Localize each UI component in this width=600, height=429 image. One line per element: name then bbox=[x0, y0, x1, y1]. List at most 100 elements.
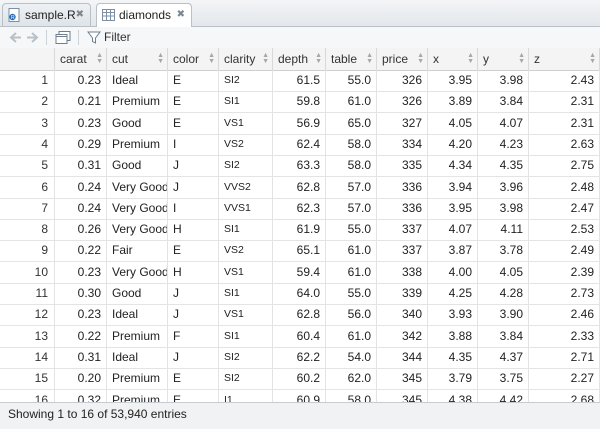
cell-price: 340 bbox=[377, 304, 428, 326]
cell-color: E bbox=[168, 389, 219, 411]
cell-y: 4.23 bbox=[478, 133, 529, 155]
cell-cut: Good bbox=[107, 283, 168, 304]
cell-cut: Very Good bbox=[107, 261, 168, 283]
cell-z: 2.63 bbox=[529, 133, 600, 155]
cell-cut: Very Good bbox=[107, 197, 168, 219]
table-row[interactable]: 15 0.20 Premium E SI2 60.2 62.0 345 3.79 3.75 2.27 bbox=[0, 368, 600, 391]
column-header-cut[interactable]: cut ▲ ▼ bbox=[107, 48, 168, 70]
cell-price: 337 bbox=[377, 219, 428, 241]
filter-icon[interactable] bbox=[87, 30, 101, 45]
sort-icon[interactable]: ▲ ▼ bbox=[417, 52, 424, 65]
cell-z: 2.31 bbox=[529, 91, 600, 113]
cell-x: 3.94 bbox=[428, 176, 478, 198]
cell-color: E bbox=[168, 368, 219, 390]
tab-sample-r[interactable]: R sample.R ✖ bbox=[2, 3, 91, 26]
cell-x: 3.93 bbox=[428, 304, 478, 326]
column-header-label: z bbox=[534, 52, 540, 66]
column-header-y[interactable]: y ▲ ▼ bbox=[478, 48, 529, 70]
sort-icon[interactable]: ▲ ▼ bbox=[589, 52, 596, 65]
column-header-label: cut bbox=[112, 52, 129, 66]
cell-z: 2.47 bbox=[529, 197, 600, 219]
cell-color: E bbox=[168, 112, 219, 134]
cell-cut: Premium bbox=[107, 133, 168, 155]
table-row[interactable]: 3 0.23 Good E VS1 56.9 65.0 327 4.05 4.07 2.31 bbox=[0, 112, 600, 135]
cell-price: 336 bbox=[377, 197, 428, 219]
row-index: 11 bbox=[0, 283, 55, 304]
tab-label: diamonds bbox=[119, 8, 172, 22]
cell-z: 2.43 bbox=[529, 70, 600, 91]
table-row[interactable]: 10 0.23 Very Good H VS1 59.4 61.0 338 4.00 4.05 2.… bbox=[0, 261, 600, 284]
cell-x: 3.88 bbox=[428, 325, 478, 347]
table-row[interactable]: 1 0.23 Ideal E SI2 61.5 55.0 326 3.95 3.98 2.43 bbox=[0, 70, 600, 92]
cell-depth: 59.8 bbox=[273, 91, 326, 113]
filter-button[interactable]: Filter bbox=[104, 30, 131, 44]
sort-icon[interactable]: ▲ ▼ bbox=[96, 52, 103, 65]
cell-price: 334 bbox=[377, 133, 428, 155]
cell-table: 65.0 bbox=[326, 112, 377, 134]
cell-y: 4.37 bbox=[478, 346, 529, 368]
column-header-label: carat bbox=[60, 52, 87, 66]
column-header-price[interactable]: price ▲ ▼ bbox=[377, 48, 428, 70]
table-row[interactable]: 9 0.22 Fair E VS2 65.1 61.0 337 3.87 3.78 2.49 bbox=[0, 240, 600, 263]
sort-icon[interactable]: ▲ ▼ bbox=[208, 52, 215, 65]
close-icon[interactable]: ✖ bbox=[176, 9, 185, 20]
open-in-window-icon[interactable] bbox=[54, 30, 72, 45]
table-row[interactable]: 6 0.24 Very Good J VVS2 62.8 57.0 336 3.94 3.96 2.… bbox=[0, 176, 600, 199]
close-icon[interactable]: ✖ bbox=[75, 9, 84, 20]
column-header-depth[interactable]: depth ▲ ▼ bbox=[273, 48, 326, 70]
table-row[interactable]: 12 0.23 Ideal J VS1 62.8 56.0 340 3.93 3.90 2.46 bbox=[0, 304, 600, 327]
column-header-x[interactable]: x ▲ ▼ bbox=[428, 48, 478, 70]
table-row[interactable]: 2 0.21 Premium E SI1 59.8 61.0 326 3.89 3.84 2.31 bbox=[0, 91, 600, 114]
cell-price: 335 bbox=[377, 155, 428, 177]
back-arrow-icon[interactable] bbox=[8, 30, 22, 45]
column-header-table[interactable]: table ▲ ▼ bbox=[326, 48, 377, 70]
cell-table: 61.0 bbox=[326, 325, 377, 347]
cell-x: 4.34 bbox=[428, 155, 478, 177]
status-bar: Showing 1 to 16 of 53,940 entries bbox=[0, 402, 600, 429]
column-header-carat[interactable]: carat ▲ ▼ bbox=[55, 48, 107, 70]
sort-icon[interactable]: ▲ ▼ bbox=[262, 52, 269, 65]
table-row[interactable]: 8 0.26 Very Good H SI1 61.9 55.0 337 4.07 4.11 2.5… bbox=[0, 219, 600, 242]
table-row[interactable]: 11 0.30 Good J SI1 64.0 55.0 339 4.25 4.28 2.73 bbox=[0, 283, 600, 305]
row-index-header bbox=[0, 48, 55, 70]
column-header-clarity[interactable]: clarity ▲ ▼ bbox=[219, 48, 273, 70]
column-header-z[interactable]: z ▲ ▼ bbox=[529, 48, 600, 70]
cell-price: 344 bbox=[377, 346, 428, 368]
cell-carat: 0.21 bbox=[55, 91, 107, 113]
table-row[interactable]: 7 0.24 Very Good I VVS1 62.3 57.0 336 3.95 3.98 2.… bbox=[0, 197, 600, 220]
table-row[interactable]: 13 0.22 Premium F SI1 60.4 61.0 342 3.88 3.84 2.33 bbox=[0, 325, 600, 348]
cell-price: 342 bbox=[377, 325, 428, 347]
tab-diamonds[interactable]: diamonds ✖ bbox=[96, 3, 192, 27]
sort-icon[interactable]: ▲ ▼ bbox=[315, 52, 322, 65]
cell-depth: 62.3 bbox=[273, 197, 326, 219]
column-header-color[interactable]: color ▲ ▼ bbox=[168, 48, 219, 70]
row-index: 10 bbox=[0, 261, 55, 283]
sort-icon[interactable]: ▲ ▼ bbox=[467, 52, 474, 65]
cell-y: 3.96 bbox=[478, 176, 529, 198]
cell-clarity: SI1 bbox=[219, 219, 273, 241]
cell-color: F bbox=[168, 325, 219, 347]
table-row[interactable]: 14 0.31 Ideal J SI2 62.2 54.0 344 4.35 4.37 2.71 bbox=[0, 346, 600, 369]
cell-x: 3.79 bbox=[428, 368, 478, 390]
cell-carat: 0.23 bbox=[55, 112, 107, 134]
sort-icon[interactable]: ▲ ▼ bbox=[157, 52, 164, 65]
cell-y: 4.07 bbox=[478, 112, 529, 134]
sort-icon[interactable]: ▲ ▼ bbox=[366, 52, 373, 65]
cell-y: 4.28 bbox=[478, 283, 529, 304]
column-header-label: color bbox=[173, 52, 200, 66]
cell-table: 55.0 bbox=[326, 219, 377, 241]
cell-x: 3.95 bbox=[428, 197, 478, 219]
cell-clarity: VS1 bbox=[219, 261, 273, 283]
cell-x: 3.95 bbox=[428, 70, 478, 91]
forward-arrow-icon[interactable] bbox=[26, 30, 40, 45]
table-row[interactable]: 4 0.29 Premium I VS2 62.4 58.0 334 4.20 4.23 2.63 bbox=[0, 133, 600, 156]
cell-depth: 63.3 bbox=[273, 155, 326, 177]
cell-carat: 0.26 bbox=[55, 219, 107, 241]
cell-clarity: VS2 bbox=[219, 133, 273, 155]
cell-clarity: SI2 bbox=[219, 155, 273, 177]
cell-price: 326 bbox=[377, 91, 428, 113]
sort-icon[interactable]: ▲ ▼ bbox=[518, 52, 525, 65]
entries-count: Showing 1 to 16 of 53,940 entries bbox=[8, 407, 187, 421]
cell-clarity: SI2 bbox=[219, 346, 273, 368]
table-row[interactable]: 5 0.31 Good J SI2 63.3 58.0 335 4.34 4.35 2.75 bbox=[0, 155, 600, 178]
